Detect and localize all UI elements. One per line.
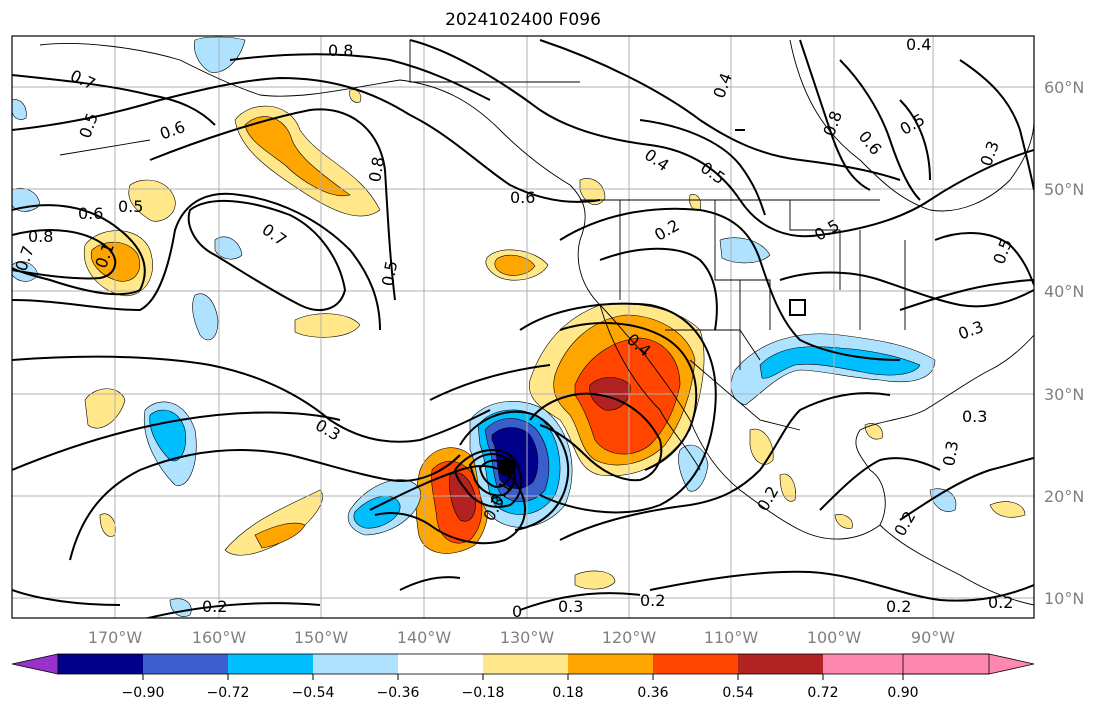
contour-label: 0.3 xyxy=(939,439,962,467)
lon-label: 100°W xyxy=(807,628,862,647)
colorbar-segment xyxy=(58,654,143,674)
colorbar-segment xyxy=(143,654,228,674)
colorbar-segment xyxy=(483,654,568,674)
lat-label: 50°N xyxy=(1044,180,1084,199)
graticule xyxy=(12,36,1034,618)
colorbar-tick-label: −0.72 xyxy=(207,685,250,701)
latitude-labels: 60°N 50°N 40°N 30°N 20°N 10°N xyxy=(1044,78,1084,608)
lon-label: 110°W xyxy=(704,628,759,647)
lon-label: 160°W xyxy=(192,628,247,647)
contour-label: 0.6 xyxy=(78,204,103,223)
contour-label: 0.2 xyxy=(640,591,665,610)
contour-label: 0.3 xyxy=(558,597,583,616)
colorbar-segment xyxy=(568,654,653,674)
contour-label: 0.5 xyxy=(378,259,401,287)
shaded-anomalies xyxy=(12,36,1026,617)
colorbar-segment xyxy=(228,654,313,674)
lon-label: 150°W xyxy=(294,628,349,647)
contour-label: 0.2 xyxy=(988,593,1013,612)
contour-label: 0.5 xyxy=(118,197,143,216)
contour-label: 0 xyxy=(512,602,522,621)
colorbar-tick-label: −0.54 xyxy=(292,685,335,701)
lon-label: 170°W xyxy=(88,628,143,647)
colorbar-extend-left xyxy=(11,653,59,675)
lat-label: 30°N xyxy=(1044,385,1084,404)
colorbar-tick-label: 0.54 xyxy=(722,685,753,701)
lon-label: 90°W xyxy=(911,628,955,647)
colorbar-segment xyxy=(738,654,823,674)
contour-label: 0.8 xyxy=(328,41,353,60)
contour-label: 0.6 xyxy=(510,188,535,207)
colorbar-tick-label: 0.18 xyxy=(552,685,583,701)
lat-label: 20°N xyxy=(1044,487,1084,506)
colorbar-tick-label: −0.18 xyxy=(462,685,505,701)
colorbar-segment xyxy=(398,654,483,674)
low-center-marker xyxy=(498,458,516,476)
colorbar: −0.90 −0.72 −0.54 −0.36 −0.18 0.18 0.36 … xyxy=(11,653,1035,701)
contour-label: 0.2 xyxy=(202,597,227,616)
map-frame xyxy=(11,35,1035,619)
colorbar-extend-right xyxy=(902,653,1035,675)
coastlines xyxy=(39,39,1034,606)
lat-label: 60°N xyxy=(1044,78,1084,97)
lon-label: 120°W xyxy=(602,628,657,647)
colorbar-tick-label: −0.36 xyxy=(377,685,420,701)
contour-label: 0.3 xyxy=(962,407,987,426)
lon-label: 140°W xyxy=(397,628,452,647)
colorbar-segment xyxy=(653,654,738,674)
contour-label: 0.8 xyxy=(28,227,53,246)
colorbar-tick-label: 0.36 xyxy=(637,685,668,701)
longitude-labels: 170°W 160°W 150°W 140°W 130°W 120°W 110°… xyxy=(88,628,955,647)
colorbar-segment xyxy=(823,654,903,674)
contour-label: 0.2 xyxy=(886,597,911,616)
contour-label: 0.8 xyxy=(365,155,388,183)
lat-label: 40°N xyxy=(1044,282,1084,301)
contour-label: 0.4 xyxy=(906,35,931,54)
colorbar-segment xyxy=(313,654,398,674)
lat-label: 10°N xyxy=(1044,589,1084,608)
figure-title: 2024102400 F096 xyxy=(445,10,601,30)
colorbar-tick-label: −0.90 xyxy=(122,685,165,701)
colorbar-tick-label: 0.72 xyxy=(807,685,838,701)
colorbar-tick-label: 0.90 xyxy=(887,685,918,701)
lon-label: 130°W xyxy=(500,628,555,647)
map-area: 0.8 0.7 0.5 0.6 0.6 0.5 0.8 0.8 0.7 0.6 … xyxy=(12,35,1034,621)
contour-lines xyxy=(12,39,1034,618)
